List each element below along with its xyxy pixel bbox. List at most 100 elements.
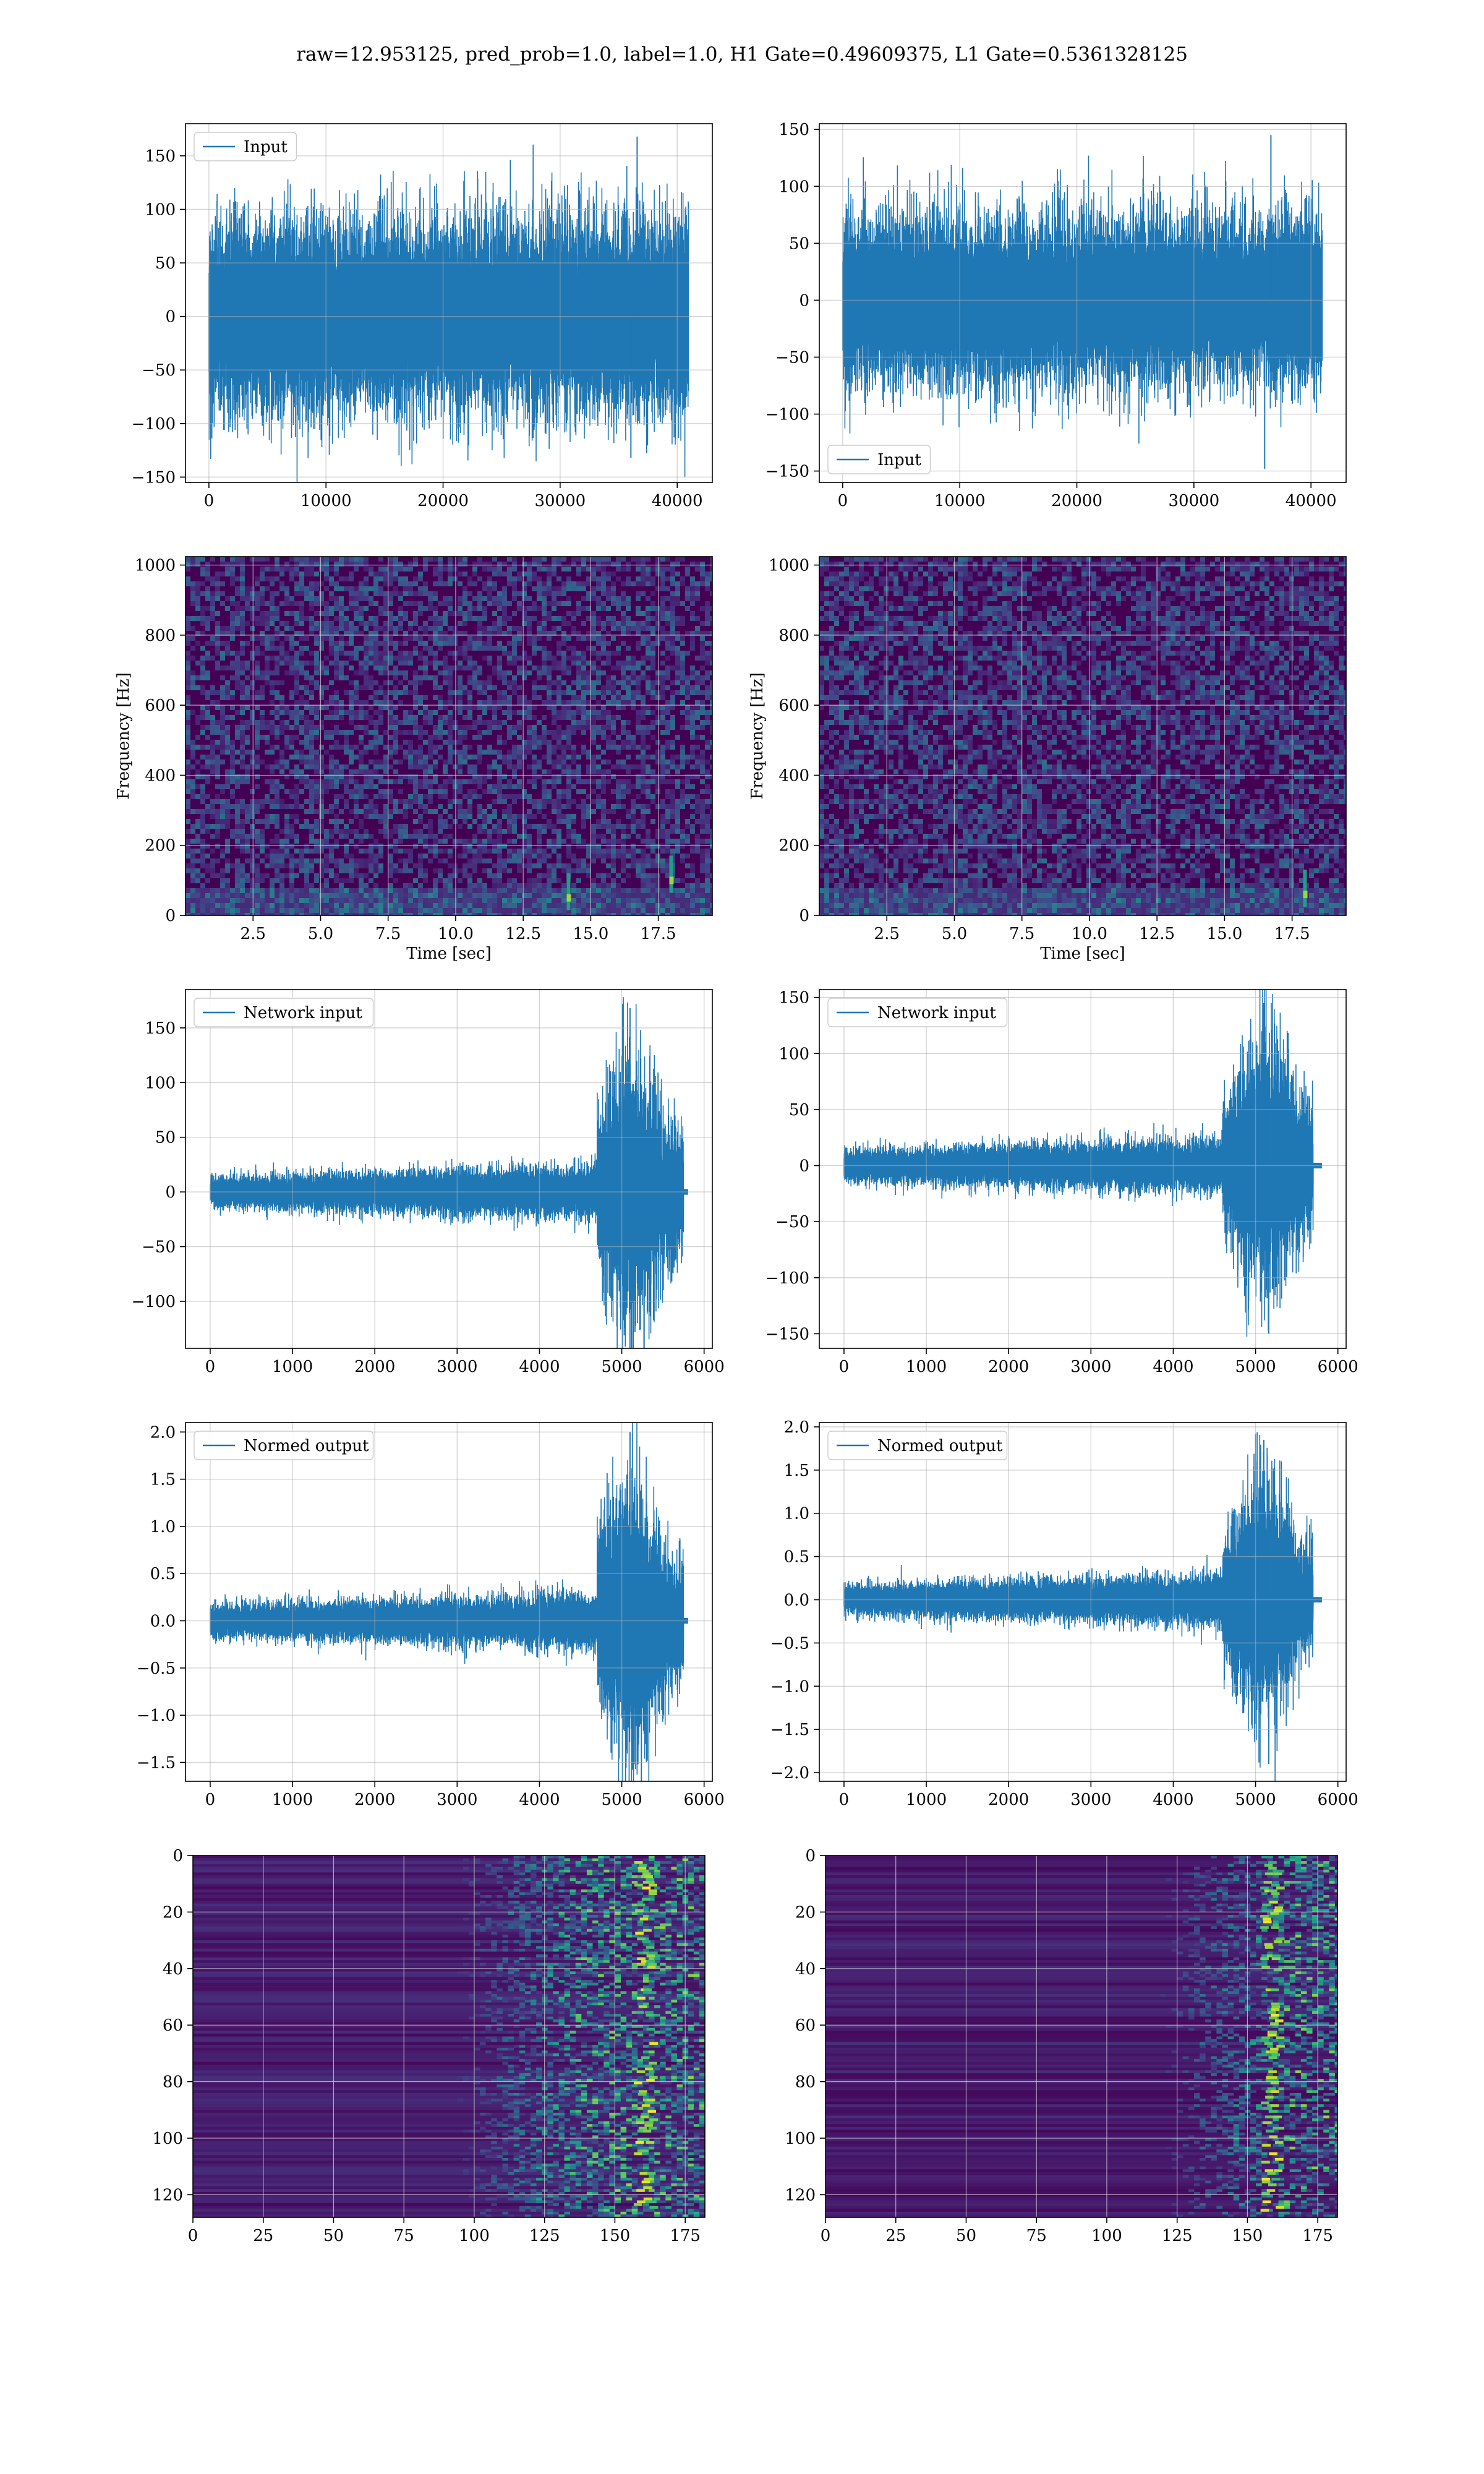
y-tick-label: 40 xyxy=(795,1960,816,1979)
legend-box xyxy=(827,445,931,474)
y-tick-label: 150 xyxy=(778,989,809,1008)
x-tick-label: 6000 xyxy=(1318,1358,1358,1376)
y-tick-label: −0.5 xyxy=(137,1659,176,1678)
y-tick-label: −50 xyxy=(142,361,176,380)
spectrogram-hotspot xyxy=(1303,891,1308,899)
x-tick-label: 1000 xyxy=(906,1358,947,1376)
axes-frame xyxy=(819,123,1347,483)
axes-frame xyxy=(192,1855,706,2218)
grid xyxy=(819,990,1346,1348)
legend: Normed output xyxy=(194,1431,374,1460)
spectrogram-hotspot xyxy=(669,876,674,884)
x-tick-label: 0 xyxy=(838,492,848,510)
plot-area xyxy=(819,557,1346,915)
x-tick-label: 5000 xyxy=(1235,1358,1276,1376)
y-tick-label: 1.5 xyxy=(150,1471,176,1489)
subplot-h1-feature-map: 0 25 50 75 100 125 150 175 0 20 40 60 80 100 120 xyxy=(152,1847,706,2245)
y-tick-label: 400 xyxy=(778,766,809,785)
ticks: 0 10000 20000 30000 40000 −150 −100 −50 0 50 100 15… xyxy=(765,121,1337,510)
x-tick-label: 20000 xyxy=(1051,492,1102,510)
y-tick-label: 80 xyxy=(795,2073,816,2092)
x-tick-label: 2000 xyxy=(354,1791,395,1809)
y-tick-label: −1.0 xyxy=(770,1677,809,1696)
heatmap-cells xyxy=(819,557,1346,915)
axes-frame xyxy=(185,123,713,483)
y-tick-label: 0 xyxy=(805,1847,816,1865)
axes-frame xyxy=(185,989,713,1349)
x-tick-label: 7.5 xyxy=(1009,925,1034,943)
subplot-grid: 0 10000 20000 30000 40000−150−100−5005010015… xyxy=(114,121,1358,2245)
x-tick-label: 3000 xyxy=(1070,1791,1111,1809)
legend-box xyxy=(827,998,1008,1027)
legend: Network input xyxy=(194,998,374,1027)
axes-frame xyxy=(819,989,1347,1349)
ticks: 2.5 5.0 7.5 10.0 12.5 15.0 17.5 0 200 400 600 800 10… xyxy=(769,557,1310,943)
x-tick-label: 10000 xyxy=(934,492,986,510)
x-tick-label: 40000 xyxy=(1286,492,1337,510)
y-tick-label: −150 xyxy=(132,468,176,487)
legend: Input xyxy=(194,132,297,161)
y-tick-label: 0 xyxy=(799,291,809,310)
y-tick-label: −150 xyxy=(765,463,809,481)
y-tick-label: 800 xyxy=(145,627,176,645)
y-tick-label: 400 xyxy=(145,766,176,785)
x-tick-label: 0 xyxy=(188,2227,198,2245)
plot-area xyxy=(186,557,712,915)
axes-frame xyxy=(819,556,1347,916)
x-tick-label: 25 xyxy=(885,2227,906,2245)
y-tick-label: 200 xyxy=(778,837,809,855)
y-tick-label: 0 xyxy=(165,308,176,327)
series-line xyxy=(210,1423,688,1781)
legend: Normed output xyxy=(827,1431,1008,1460)
subplot-h1-network-input: 0 1000 2000 3000 4000 5000 6000 −100 −50 0 50 100 15… xyxy=(132,989,725,1376)
subplot-l1-network-input: 0 1000 2000 3000 4000 5000 6000 −150 −100 −50 0 50 1… xyxy=(765,989,1358,1376)
x-tick-label: 150 xyxy=(600,2227,631,2245)
x-tick-label: 30000 xyxy=(1169,492,1220,510)
x-tick-label: 0 xyxy=(839,1791,850,1809)
y-tick-label: 120 xyxy=(785,2186,816,2204)
x-tick-label: 100 xyxy=(459,2227,490,2245)
ticks: 0 1000 2000 3000 4000 5000 6000 −150 −100 −50 0 50 1… xyxy=(765,989,1358,1376)
legend-label: Network input xyxy=(244,1004,362,1022)
heatmap-cells xyxy=(186,557,712,915)
subplot-l1-input: 0 10000 20000 30000 40000 −150 −100 −50 0 50 100 15… xyxy=(765,121,1347,510)
y-tick-label: 20 xyxy=(163,1903,183,1922)
y-tick-label: 150 xyxy=(145,147,176,166)
series-line xyxy=(208,144,689,482)
y-tick-label: 0.5 xyxy=(150,1565,176,1583)
legend-label: Input xyxy=(877,451,921,469)
x-tick-label: 100 xyxy=(1091,2227,1122,2245)
legend-box xyxy=(194,1431,374,1460)
legend: Input xyxy=(827,445,931,474)
y-tick-label: 800 xyxy=(778,627,809,645)
ticks: 0 1000 2000 3000 4000 5000 6000 −1.5 −1.0 −0.5 0.0… xyxy=(137,1423,725,1809)
y-tick-label: 600 xyxy=(778,696,809,715)
y-tick-label: 2.0 xyxy=(784,1418,809,1437)
ticks: 0 25 50 75 100 125 150 175 0 20 40 60 80 100 120 xyxy=(785,1847,1333,2245)
y-tick-label: 2.0 xyxy=(150,1423,176,1442)
heatmap-cells xyxy=(193,1856,705,2217)
y-tick-label: −100 xyxy=(132,415,176,434)
x-tick-label: 1000 xyxy=(272,1358,313,1376)
x-tick-label: 4000 xyxy=(1153,1791,1193,1809)
x-tick-label: 1000 xyxy=(906,1791,947,1809)
y-tick-label: 50 xyxy=(155,254,176,273)
y-tick-label: 100 xyxy=(778,178,809,196)
x-tick-label: 20000 xyxy=(417,492,469,510)
x-tick-label: 175 xyxy=(1302,2227,1333,2245)
y-tick-label: 100 xyxy=(778,1045,809,1063)
legend-box xyxy=(194,132,297,161)
y-tick-label: −2.0 xyxy=(770,1764,809,1783)
x-axis-label: Time [sec] xyxy=(1040,944,1125,963)
ticks: 0 10000 20000 30000 40000 −150 −100 −50 0 50 100 15… xyxy=(132,147,703,510)
grid xyxy=(819,557,1346,916)
x-tick-label: 0 xyxy=(839,1358,850,1376)
axes-frame xyxy=(819,1422,1347,1782)
grid xyxy=(186,1423,712,1781)
y-tick-label: 0.0 xyxy=(784,1591,809,1610)
x-tick-label: 175 xyxy=(670,2227,701,2245)
x-tick-label: 1000 xyxy=(272,1791,313,1809)
y-tick-label: 1.0 xyxy=(784,1505,809,1523)
y-tick-label: 0 xyxy=(165,907,176,925)
